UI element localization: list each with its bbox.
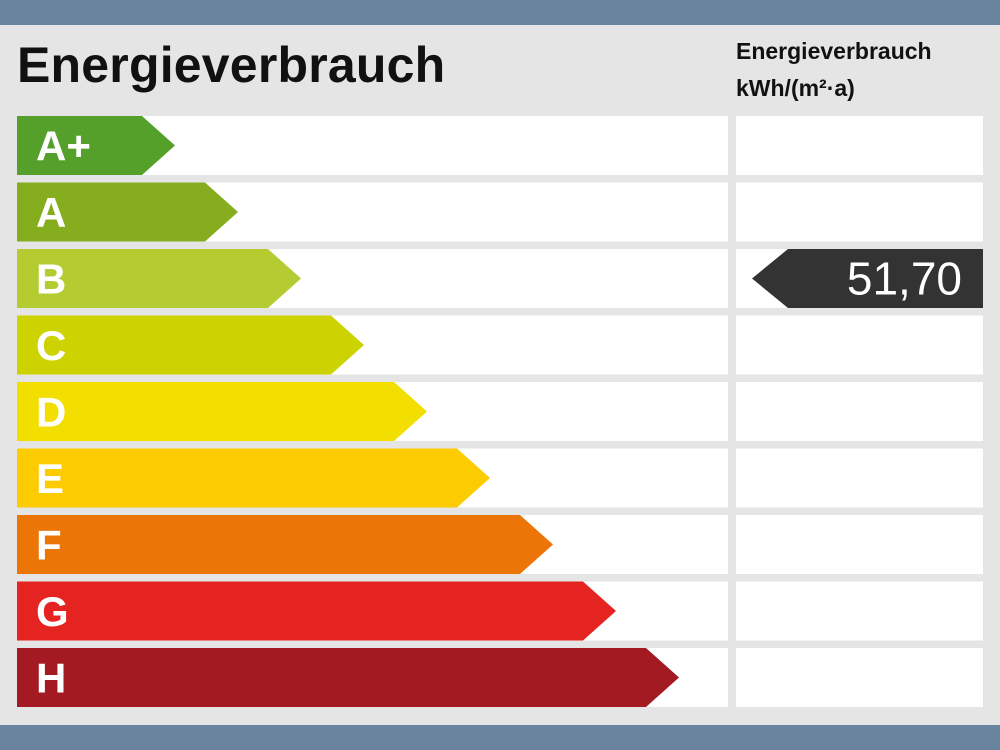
class-label-h: H [36,655,66,702]
class-arrow-b [17,249,301,308]
class-label-c: C [36,322,66,369]
class-arrow-c [17,315,364,375]
value-cell-a [736,182,983,242]
value-cell-d [736,382,983,441]
value-indicator-label: 51,70 [847,253,962,305]
class-arrow-a-plus [17,116,175,175]
page-title: Energieverbrauch [17,37,446,93]
class-arrow-e [17,448,490,508]
class-arrow-h [17,648,679,707]
class-arrow-a [17,182,238,242]
class-arrow-f [17,515,553,574]
value-cell-a-plus [736,116,983,175]
value-cell-g [736,581,983,641]
class-arrow-g [17,581,616,641]
value-cell-h [736,648,983,707]
class-label-a: A [36,189,66,236]
unit-heading: Energieverbrauch [736,38,932,64]
unit-label: kWh/(m²·a) [736,75,855,101]
class-label-f: F [36,522,62,569]
class-label-a-plus: A+ [36,123,91,170]
class-arrow-d [17,382,427,441]
class-label-g: G [36,588,69,635]
value-cell-e [736,448,983,508]
value-cell-c [736,315,983,375]
value-indicator-arrow [752,249,983,308]
class-label-e: E [36,455,64,502]
class-label-d: D [36,389,66,436]
value-cell-f [736,515,983,574]
class-label-b: B [36,256,66,303]
